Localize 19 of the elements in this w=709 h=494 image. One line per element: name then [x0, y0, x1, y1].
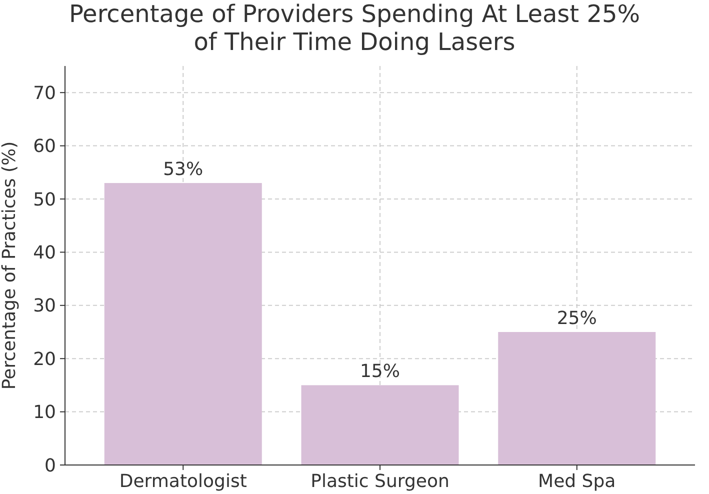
y-tick-label: 20 — [33, 348, 56, 370]
x-tick-label: Dermatologist — [119, 471, 247, 492]
data-label: 53% — [163, 159, 204, 180]
y-tick-label: 30 — [33, 296, 56, 317]
data-label: 25% — [556, 308, 597, 329]
y-axis-title: Percentage of Practices (%) — [0, 141, 20, 390]
data-label: 15% — [360, 361, 400, 382]
y-tick-label: 60 — [33, 136, 56, 158]
x-tick-label: Med Spa — [538, 471, 616, 492]
bar — [301, 385, 459, 465]
y-tick-label: 70 — [33, 82, 56, 104]
y-tick-label: 50 — [33, 189, 56, 210]
y-tick-label: 10 — [33, 402, 56, 424]
bar — [104, 183, 262, 465]
y-tick-label: 40 — [33, 242, 56, 264]
x-tick-label: Plastic Surgeon — [310, 471, 450, 492]
chart-title: Percentage of Providers Spending At Least 25% of Their Time Doing Lasers — [68, 0, 640, 56]
bar — [498, 332, 656, 465]
y-tick-label: 0 — [44, 455, 56, 476]
